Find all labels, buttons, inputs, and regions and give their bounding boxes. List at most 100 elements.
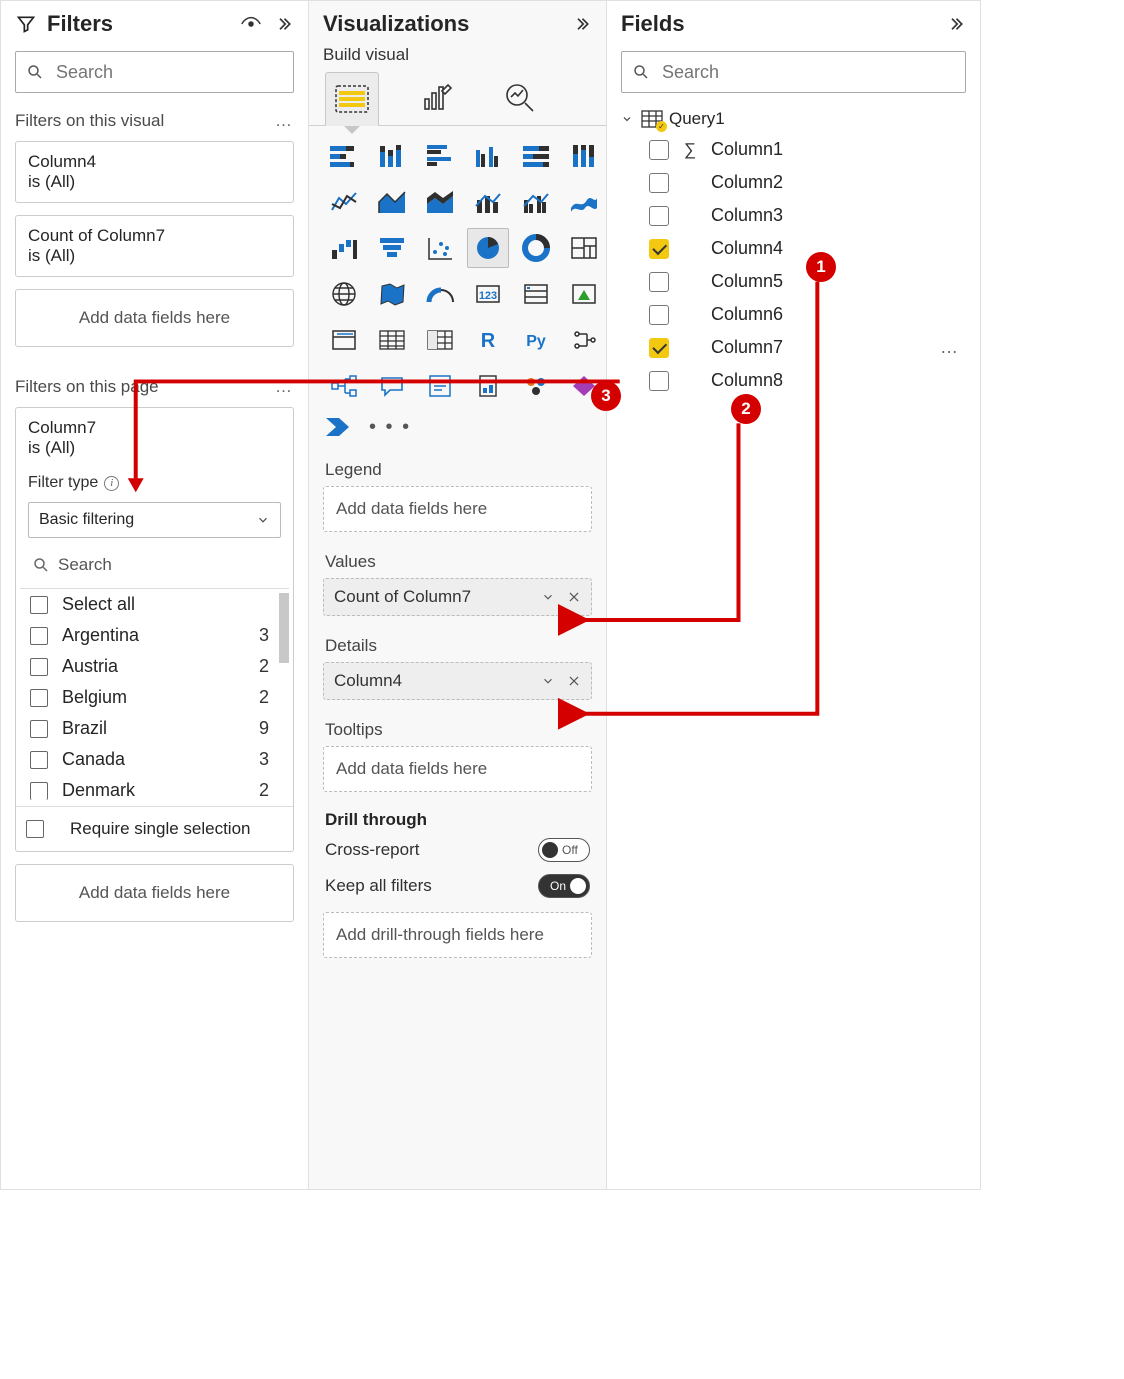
filter-card[interactable]: Column4 is (All)	[15, 141, 294, 203]
viz-stacked-bar-icon[interactable]	[323, 136, 365, 176]
checkbox-icon[interactable]	[30, 596, 48, 614]
filters-search-input[interactable]	[54, 61, 290, 84]
scrollbar-thumb[interactable]	[279, 593, 289, 663]
viz-smart-narrative-icon[interactable]	[419, 366, 461, 406]
filter-type-dropdown[interactable]: Basic filtering	[28, 502, 281, 538]
viz-clustered-bar-icon[interactable]	[419, 136, 461, 176]
viz-100-stacked-column-icon[interactable]	[563, 136, 605, 176]
filter-drop-page[interactable]: Add data fields here	[15, 864, 294, 922]
bucket-details-pill[interactable]: Column4	[323, 662, 592, 700]
viz-funnel-icon[interactable]	[371, 228, 413, 268]
viz-ribbon-icon[interactable]	[563, 182, 605, 222]
fields-table-node[interactable]: ✓ Query1	[615, 105, 972, 133]
field-row[interactable]: Column3	[615, 199, 972, 232]
field-row[interactable]: ∑Column1	[615, 133, 972, 166]
filter-value-list[interactable]: Select all Argentina3 Austria2 Belgium2 …	[20, 588, 289, 806]
filter-value-select-all[interactable]: Select all	[20, 589, 289, 620]
viz-arcgis-icon[interactable]	[515, 366, 557, 406]
viz-py-icon[interactable]: Py	[515, 320, 557, 360]
filter-value-option[interactable]: Austria2	[20, 651, 289, 682]
viz-line-clustered-column-icon[interactable]	[515, 182, 557, 222]
field-row[interactable]: Column8	[615, 364, 972, 397]
viz-donut-icon[interactable]	[515, 228, 557, 268]
drill-through-drop[interactable]: Add drill-through fields here	[323, 912, 592, 958]
checkbox-icon[interactable]	[649, 140, 669, 160]
viz-clustered-column-icon[interactable]	[467, 136, 509, 176]
viz-paginated-icon[interactable]	[467, 366, 509, 406]
checkbox-icon[interactable]	[649, 338, 669, 358]
viz-power-apps-icon[interactable]	[563, 366, 605, 406]
field-row[interactable]: Column4	[615, 232, 972, 265]
viz-tab-analytics[interactable]	[493, 71, 547, 125]
checkbox-icon[interactable]	[649, 173, 669, 193]
cross-report-toggle[interactable]: Off	[538, 838, 590, 862]
field-row[interactable]: Column6	[615, 298, 972, 331]
more-icon[interactable]: …	[940, 337, 966, 358]
filter-value-search-placeholder: Search	[58, 555, 112, 575]
checkbox-icon[interactable]	[649, 272, 669, 292]
filter-value-option[interactable]: Canada3	[20, 744, 289, 775]
viz-decomposition-icon[interactable]	[323, 366, 365, 406]
keep-filters-toggle[interactable]: On	[538, 874, 590, 898]
checkbox-icon[interactable]	[649, 206, 669, 226]
viz-qna-icon[interactable]	[371, 366, 413, 406]
remove-icon[interactable]	[567, 590, 581, 604]
viz-card-icon[interactable]: 123	[467, 274, 509, 314]
filter-value-option[interactable]: Brazil9	[20, 713, 289, 744]
checkbox-icon[interactable]	[649, 239, 669, 259]
filter-card[interactable]: Count of Column7 is (All)	[15, 215, 294, 277]
viz-100-stacked-bar-icon[interactable]	[515, 136, 557, 176]
viz-r-icon[interactable]: R	[467, 320, 509, 360]
filters-search[interactable]	[15, 51, 294, 93]
checkbox-icon[interactable]	[649, 305, 669, 325]
bucket-values-pill[interactable]: Count of Column7	[323, 578, 592, 616]
field-row[interactable]: Column7…	[615, 331, 972, 364]
viz-tab-format[interactable]	[409, 71, 463, 125]
viz-multirow-card-icon[interactable]	[515, 274, 557, 314]
viz-key-influencers-icon[interactable]	[563, 320, 605, 360]
viz-slicer-icon[interactable]	[323, 320, 365, 360]
filter-value-option[interactable]: Belgium2	[20, 682, 289, 713]
viz-table-icon[interactable]	[371, 320, 413, 360]
filter-value-search[interactable]: Search	[28, 546, 281, 584]
viz-pie-icon[interactable]	[467, 228, 509, 268]
fields-search[interactable]	[621, 51, 966, 93]
viz-get-more-icon[interactable]: • • •	[369, 416, 411, 439]
eye-icon[interactable]	[240, 13, 262, 35]
fields-search-input[interactable]	[660, 61, 955, 84]
bucket-tooltips-drop[interactable]: Add data fields here	[323, 746, 592, 792]
expand-icon[interactable]	[944, 13, 966, 35]
checkbox-icon[interactable]	[649, 371, 669, 391]
info-icon[interactable]: i	[104, 476, 119, 491]
viz-filled-map-icon[interactable]	[371, 274, 413, 314]
field-row[interactable]: Column2	[615, 166, 972, 199]
viz-stacked-column-icon[interactable]	[371, 136, 413, 176]
viz-tab-build[interactable]	[325, 72, 379, 126]
viz-scatter-icon[interactable]	[419, 228, 461, 268]
more-icon[interactable]: …	[275, 377, 294, 397]
more-icon[interactable]: …	[275, 111, 294, 131]
viz-matrix-icon[interactable]	[419, 320, 461, 360]
filter-value-option[interactable]: Denmark2	[20, 775, 289, 806]
remove-icon[interactable]	[567, 674, 581, 688]
viz-kpi-icon[interactable]	[563, 274, 605, 314]
require-single-selection[interactable]: Require single selection	[16, 806, 293, 851]
chevron-down-icon[interactable]	[541, 674, 555, 688]
viz-area-icon[interactable]	[371, 182, 413, 222]
checkbox-icon[interactable]	[26, 820, 44, 838]
chevron-down-icon[interactable]	[541, 590, 555, 604]
expand-icon[interactable]	[272, 13, 294, 35]
viz-line-stacked-column-icon[interactable]	[467, 182, 509, 222]
viz-map-icon[interactable]	[323, 274, 365, 314]
bucket-legend-drop[interactable]: Add data fields here	[323, 486, 592, 532]
viz-waterfall-icon[interactable]	[323, 228, 365, 268]
expand-icon[interactable]	[570, 13, 592, 35]
viz-power-automate-icon[interactable]	[323, 414, 355, 440]
field-row[interactable]: Column5	[615, 265, 972, 298]
viz-gauge-icon[interactable]	[419, 274, 461, 314]
viz-treemap-icon[interactable]	[563, 228, 605, 268]
filter-value-option[interactable]: Argentina3	[20, 620, 289, 651]
viz-line-icon[interactable]	[323, 182, 365, 222]
viz-stacked-area-icon[interactable]	[419, 182, 461, 222]
filter-drop-visual[interactable]: Add data fields here	[15, 289, 294, 347]
